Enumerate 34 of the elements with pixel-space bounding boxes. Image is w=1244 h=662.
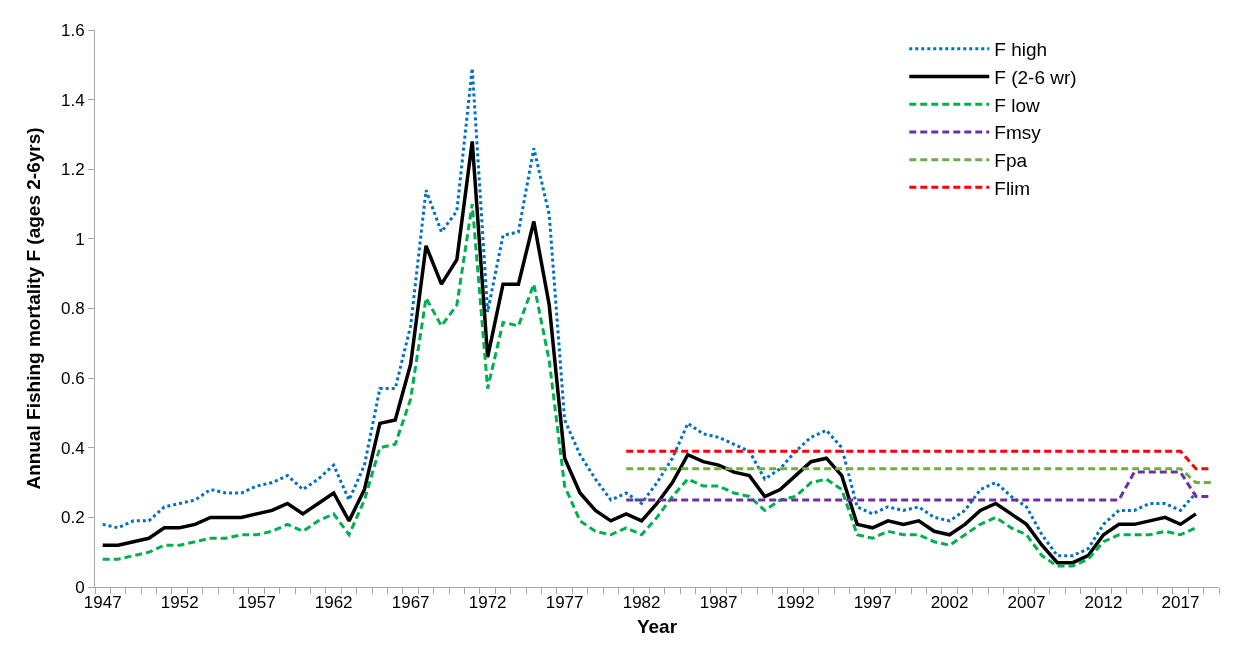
y-tick-label: 1.6 [60, 20, 85, 40]
x-tick-label: 1957 [237, 593, 276, 613]
y-tick-label: 1.2 [60, 160, 85, 180]
x-tick-label: 1982 [622, 593, 661, 613]
x-tick-label: 1992 [776, 593, 815, 613]
x-tick-label: 1967 [391, 593, 430, 613]
y-axis-title: Annual Fishing mortality F (ages 2-6yrs) [22, 127, 44, 490]
x-tick-label: 1962 [314, 593, 353, 613]
y-tick-label: 0.2 [60, 508, 85, 528]
x-tick-label: 2002 [930, 593, 969, 613]
y-tick-label: 1 [75, 229, 85, 249]
line-series [101, 202, 1198, 568]
legend-label: F low [994, 94, 1040, 116]
y-tick-label: 0.8 [60, 299, 85, 319]
x-axis-title: Year [636, 616, 678, 638]
x-tick-label: 1987 [699, 593, 738, 613]
x-tick-label: 2007 [1007, 593, 1046, 613]
legend-label: Fpa [994, 150, 1028, 172]
legend-label: Fmsy [994, 122, 1042, 144]
x-tick-label: 1977 [545, 593, 584, 613]
x-tick-label: 1952 [160, 593, 199, 613]
x-tick-label: 1947 [83, 593, 122, 613]
legend-label: F (2-6 wr) [994, 66, 1077, 88]
legend-label: Flim [994, 177, 1031, 199]
x-tick-label: 1997 [853, 593, 892, 613]
x-tick-label: 2012 [1084, 593, 1123, 613]
x-tick-label: 1972 [468, 593, 507, 613]
y-tick-label: 0.4 [60, 438, 85, 458]
y-tick-label: 1.4 [60, 90, 85, 110]
y-tick-label: 0 [75, 577, 85, 597]
y-tick-label: 0.6 [60, 369, 85, 389]
x-tick-label: 2017 [1161, 593, 1200, 613]
legend-label: F high [994, 39, 1048, 61]
line-series [101, 66, 1198, 558]
